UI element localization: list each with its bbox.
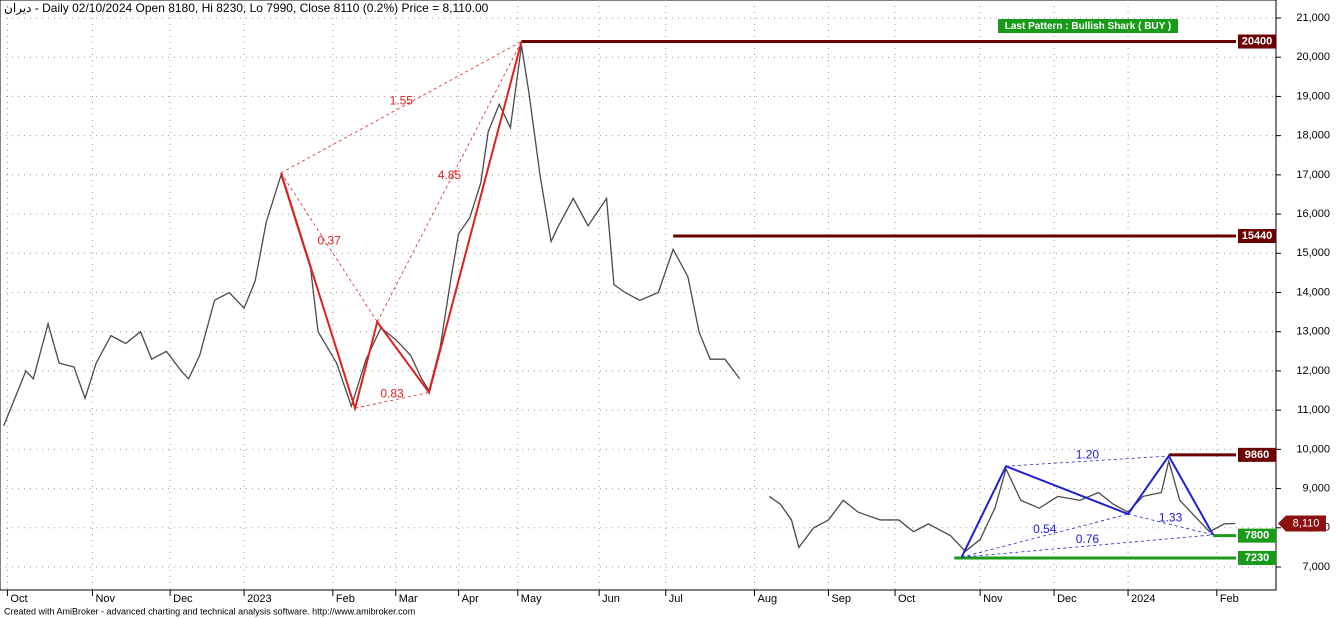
pattern-ratio-label: 0.54	[1033, 522, 1057, 536]
y-tick-label: 13,000	[1296, 326, 1330, 338]
x-tick-label: Mar	[399, 593, 418, 605]
x-tick-label: Jul	[669, 593, 683, 605]
level-box	[1238, 447, 1276, 462]
plot-frame	[0, 0, 1277, 591]
pattern-ratio-line	[354, 392, 430, 409]
pattern-ratio-label: 0.37	[317, 234, 341, 248]
x-tick-label: Dec	[1057, 593, 1077, 605]
footer: Created with AmiBroker - advanced charti…	[4, 606, 415, 616]
y-tick-label: 17,000	[1296, 169, 1330, 181]
y-tick-label: 16,000	[1296, 208, 1330, 220]
x-tick-label: Nov	[95, 593, 115, 605]
y-tick-label: 21,000	[1296, 12, 1330, 24]
y-tick-label: 11,000	[1297, 404, 1330, 416]
y-tick-label: 18,000	[1296, 130, 1330, 142]
pattern-ratio-label: 0.83	[380, 387, 404, 401]
x-tick-label: Jun	[602, 593, 620, 605]
chart-title: ديران - Daily 02/10/2024 Open 8180, Hi 8…	[4, 1, 489, 15]
pattern-ratio-line	[376, 41, 522, 323]
level-label: 7230	[1245, 552, 1269, 564]
y-tick-label: 20,000	[1296, 51, 1330, 63]
y-tick-label: 14,000	[1296, 286, 1330, 298]
x-tick-label: Sep	[831, 593, 851, 605]
level-box	[1238, 34, 1276, 49]
level-label: 9860	[1245, 449, 1269, 461]
last-price-tag	[1278, 515, 1326, 532]
x-tick-label: Feb	[1220, 593, 1239, 605]
x-tick-label: Feb	[336, 593, 355, 605]
last-price-label: 8,110	[1293, 517, 1320, 529]
annotation-box	[998, 19, 1178, 33]
pattern-ratio-label: 4.85	[438, 168, 462, 182]
level-label: 7800	[1245, 530, 1269, 542]
y-tick-label: 19,000	[1296, 90, 1330, 102]
pattern-ratio-line	[961, 534, 1214, 558]
x-tick-label: Nov	[983, 593, 1003, 605]
level-box	[1238, 550, 1276, 565]
x-tick-label: Aug	[758, 593, 778, 605]
x-tick-label: Oct	[10, 593, 27, 605]
pattern-ratio-label: 1.20	[1076, 447, 1100, 461]
x-tick-label: Dec	[173, 593, 193, 605]
x-tick-label: 2024	[1131, 593, 1155, 605]
y-tick-label: 9,000	[1302, 482, 1330, 494]
pattern-leg	[280, 41, 523, 412]
y-tick-label: 7,000	[1302, 561, 1330, 573]
level-label: 15440	[1242, 230, 1273, 242]
level-box	[1238, 229, 1276, 244]
price-line	[3, 45, 1236, 553]
pattern-ratio-line	[961, 513, 1129, 558]
pattern-ratio-label: 1.55	[390, 93, 414, 107]
x-tick-label: May	[521, 593, 542, 605]
level-label: 20400	[1242, 35, 1273, 47]
pattern-ratio-label: 0.76	[1076, 532, 1100, 546]
level-box	[1238, 528, 1276, 543]
pattern-ratio-line	[280, 41, 522, 174]
annotation: Last Pattern : Bullish Shark ( BUY )	[1005, 21, 1172, 32]
pattern-ratio-line	[1127, 513, 1214, 536]
x-tick-label: Oct	[898, 593, 915, 605]
y-tick-label: 15,000	[1296, 247, 1330, 259]
y-tick-label: 12,000	[1296, 365, 1330, 377]
pattern-ratio-label: 1.33	[1159, 511, 1183, 525]
x-tick-label: Apr	[462, 593, 479, 605]
y-tick-label: 10,000	[1296, 443, 1330, 455]
x-tick-label: 2023	[247, 593, 271, 605]
